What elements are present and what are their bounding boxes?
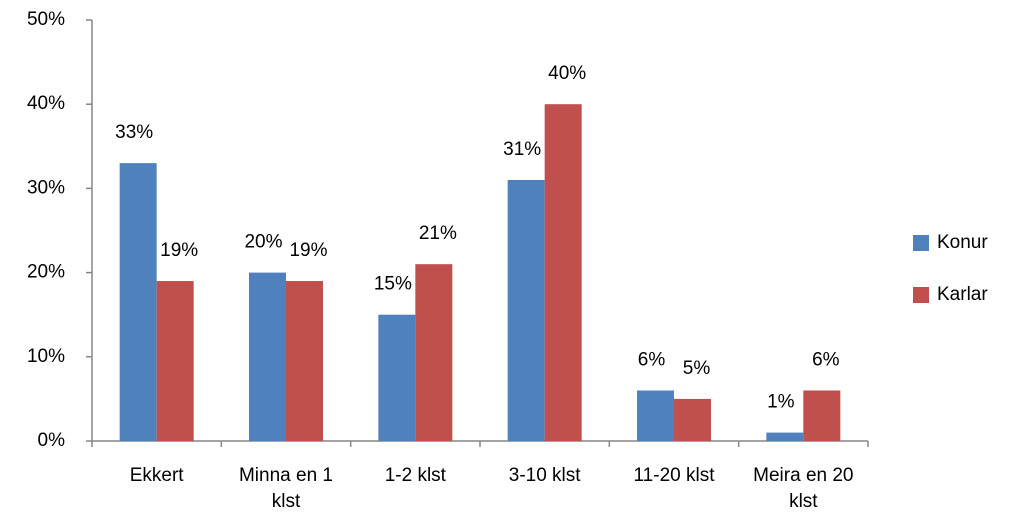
legend-label: Konur: [937, 232, 988, 253]
x-tick-label: 11-20 klst: [633, 465, 715, 486]
y-tick-label: 40%: [27, 93, 65, 114]
y-tick-label: 20%: [27, 262, 65, 283]
x-tick-label: Meira en 20 klst: [753, 465, 854, 512]
x-tick-label: Minna en 1 klst: [238, 465, 333, 512]
data-label: 31%: [503, 139, 541, 160]
y-tick-label: 50%: [27, 9, 65, 30]
data-label: 33%: [115, 122, 153, 143]
bar: [156, 281, 194, 441]
bar: [249, 272, 286, 441]
data-label: 19%: [289, 240, 327, 261]
bar: [803, 390, 841, 441]
y-tick-label: 0%: [38, 430, 66, 451]
bar: [415, 264, 453, 441]
data-label: 40%: [548, 63, 586, 84]
legend-swatch: [913, 235, 929, 251]
data-label: 5%: [683, 358, 711, 379]
data-label: 15%: [374, 274, 412, 295]
bar: [286, 281, 323, 441]
legend-label: Karlar: [937, 284, 988, 305]
x-tick-label: 3-10 klst: [508, 465, 581, 486]
bar: [378, 314, 416, 441]
bar: [766, 432, 804, 441]
x-tick-label: Ekkert: [129, 465, 184, 486]
bar: [119, 163, 157, 441]
bar: [637, 390, 674, 441]
legend-swatch: [913, 287, 929, 303]
data-label: 20%: [244, 232, 282, 253]
bar: [544, 104, 582, 441]
y-tick-label: 30%: [27, 177, 65, 198]
data-label: 1%: [767, 392, 795, 413]
bar: [507, 179, 545, 442]
data-label: 21%: [419, 223, 457, 244]
bar: [674, 398, 711, 441]
data-label: 6%: [812, 349, 840, 370]
data-label: 19%: [160, 240, 198, 261]
data-label: 6%: [638, 349, 666, 370]
y-tick-label: 10%: [27, 346, 65, 367]
x-tick-label: 1-2 klst: [384, 465, 446, 486]
